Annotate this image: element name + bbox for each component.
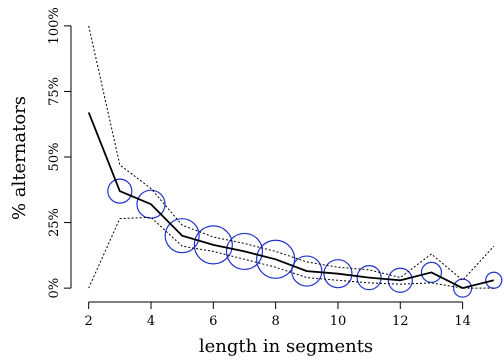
lower-bound-line — [88, 216, 494, 289]
y-tick-label: 75% — [47, 77, 62, 106]
plot-area — [84, 18, 500, 296]
bubbles — [107, 178, 503, 298]
upper-bound-line — [88, 25, 495, 281]
y-tick-label: 25% — [47, 208, 62, 237]
bubble-point — [193, 225, 233, 265]
x-axis-label: length in segments — [199, 336, 373, 357]
y-tick-label: 50% — [47, 143, 62, 172]
tick-labels: 0% 25% 50% 75% 100% 2 4 6 8 10 12 14 — [47, 7, 471, 329]
series-lines — [87, 25, 495, 290]
mean-line — [87, 112, 495, 290]
x-tick-label: 8 — [271, 314, 279, 329]
x-tick-label: 6 — [209, 314, 217, 329]
x-tick-label: 4 — [147, 314, 155, 329]
y-tick-label: 100% — [47, 7, 62, 44]
bubble-point — [356, 265, 382, 291]
bubble-point — [136, 189, 166, 219]
x-tick-label: 2 — [85, 314, 93, 329]
bubble-point — [107, 178, 133, 204]
bubble-point — [291, 255, 323, 287]
axes — [64, 18, 500, 309]
bubble-point — [225, 232, 264, 271]
x-tick-label: 10 — [330, 314, 347, 329]
bubble-point — [387, 267, 413, 293]
y-axis-label: % alternators — [9, 96, 30, 220]
x-tick-label: 14 — [454, 314, 471, 329]
bubble-point — [323, 259, 353, 289]
x-tick-label: 12 — [392, 314, 409, 329]
bubble-point — [256, 239, 296, 279]
bubble-point — [420, 261, 443, 283]
bubble-point — [485, 271, 503, 289]
y-tick-label: 0% — [47, 278, 62, 299]
bubble-point — [164, 218, 200, 254]
